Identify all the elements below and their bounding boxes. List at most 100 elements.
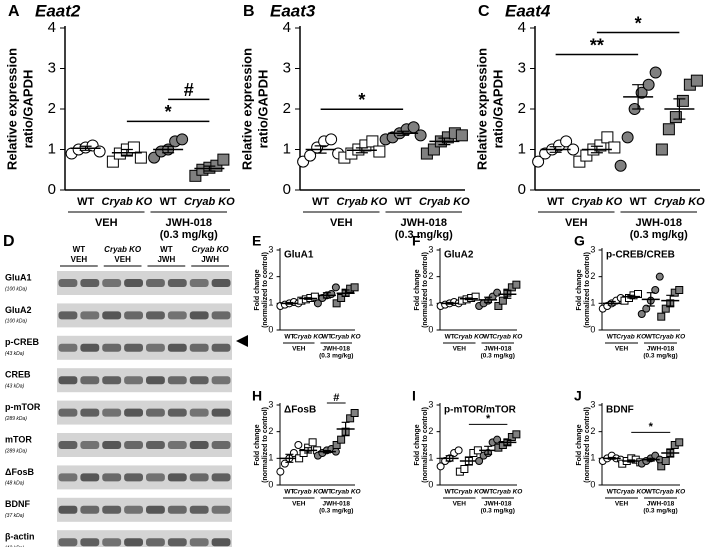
blot-band [167, 279, 187, 287]
data-point [455, 129, 468, 142]
data-point [498, 296, 507, 305]
error-bar [285, 453, 294, 463]
y-tick-label: 0 [590, 479, 595, 489]
y-axis-label: Relative expression [474, 48, 489, 170]
y-axis-label: Fold change [576, 424, 583, 465]
y-axis-label: Fold change [576, 269, 583, 310]
data-point [327, 290, 336, 298]
x-tick-label: Cryab KO [293, 489, 323, 496]
group-label: VEH [615, 346, 629, 353]
group-label: (0.3 mg/kg) [319, 353, 353, 360]
x-tick-label: WT [646, 334, 656, 341]
data-point [608, 141, 621, 154]
error-bar [607, 300, 616, 306]
blot-band [124, 311, 143, 320]
group-label: JWH-018 [636, 217, 682, 229]
lane-label: VEH [71, 255, 88, 264]
x-tick-label: WT [483, 334, 493, 341]
protein-size: (289 kDa) [5, 416, 27, 422]
data-point [337, 435, 346, 444]
protein-label: p-CREB [5, 337, 39, 347]
x-tick-label: Cryab KO [337, 196, 388, 208]
data-point [427, 143, 440, 156]
x-tick-label: WT [445, 489, 455, 496]
y-tick-label: 3 [283, 59, 291, 76]
data-point [310, 292, 319, 301]
blot-band [189, 343, 209, 352]
lane-label: Cryab KO [104, 245, 142, 254]
x-tick-label: Cryab KO [492, 334, 522, 341]
blot-band [102, 279, 122, 287]
error-bar [322, 450, 331, 454]
y-axis-label: ratio/GAPDH [20, 70, 35, 149]
blot-band [146, 473, 165, 482]
y-tick-label: 1 [268, 298, 273, 308]
protein-size: (43 kDa) [5, 351, 25, 357]
y-axis-label: (normalized to control) [584, 407, 591, 483]
data-point [614, 159, 627, 172]
data-point [655, 143, 668, 156]
panel-letter: F [412, 233, 421, 249]
group-label: VEH [292, 346, 306, 353]
y-tick-label: 4 [48, 19, 56, 36]
blot-band [167, 473, 187, 482]
data-point [294, 441, 303, 449]
significance-label: ** [590, 35, 604, 55]
blot-band [124, 505, 143, 514]
blot-band [58, 441, 78, 449]
blot-band [146, 311, 165, 320]
x-tick-label: WT [646, 489, 656, 496]
error-bar [162, 145, 175, 154]
protein-size: (48 kDa) [5, 481, 25, 487]
y-tick-label: 0 [268, 479, 273, 489]
blot-band [189, 538, 209, 547]
data-point [635, 86, 648, 99]
data-point [642, 78, 655, 91]
y-axis-label: Relative expression [239, 48, 254, 170]
group-label: JWH-018 [166, 217, 212, 229]
blot-band [167, 538, 187, 547]
error-bar [607, 456, 616, 460]
y-tick-label: 2 [268, 271, 273, 281]
data-point [494, 302, 503, 310]
x-tick-label: WT [322, 334, 332, 341]
significance-label: * [649, 421, 654, 433]
blot-band [211, 408, 231, 417]
data-point [127, 141, 140, 154]
x-tick-label: Cryab KO [454, 489, 484, 496]
chart-title: p-CREB/CREB [606, 250, 675, 261]
data-point [134, 151, 147, 164]
blot-band [211, 441, 231, 449]
lane-label: WT [73, 245, 86, 254]
data-point [308, 438, 317, 447]
error-bar [666, 294, 675, 307]
data-point [676, 94, 689, 107]
blot-band [80, 441, 100, 449]
data-point [657, 312, 666, 321]
blot-band [167, 408, 187, 417]
group-label: (0.3 mg/kg) [630, 229, 688, 241]
blot-band [102, 311, 122, 320]
panel-letter: H [252, 388, 262, 404]
blot-band [58, 343, 78, 352]
error-bar [464, 297, 473, 301]
error-bar [503, 439, 512, 446]
x-tick-label: WT [322, 489, 332, 496]
protein-size: (289 kDa) [5, 448, 27, 454]
blot-band [146, 538, 165, 547]
blot-band [146, 441, 165, 449]
y-tick-label: 3 [590, 399, 595, 409]
significance-label: # [184, 80, 194, 100]
error-bar [632, 84, 645, 110]
y-tick-label: 4 [518, 19, 526, 36]
blot-band [124, 279, 143, 287]
y-tick-label: 1 [518, 140, 526, 157]
y-tick-label: 3 [48, 59, 56, 76]
data-point [642, 304, 651, 313]
data-point [573, 155, 586, 168]
data-point [350, 409, 359, 417]
lane-label: JWH [157, 255, 175, 264]
x-tick-label: Cryab KO [572, 196, 623, 208]
protein-label: CREB [5, 370, 31, 380]
